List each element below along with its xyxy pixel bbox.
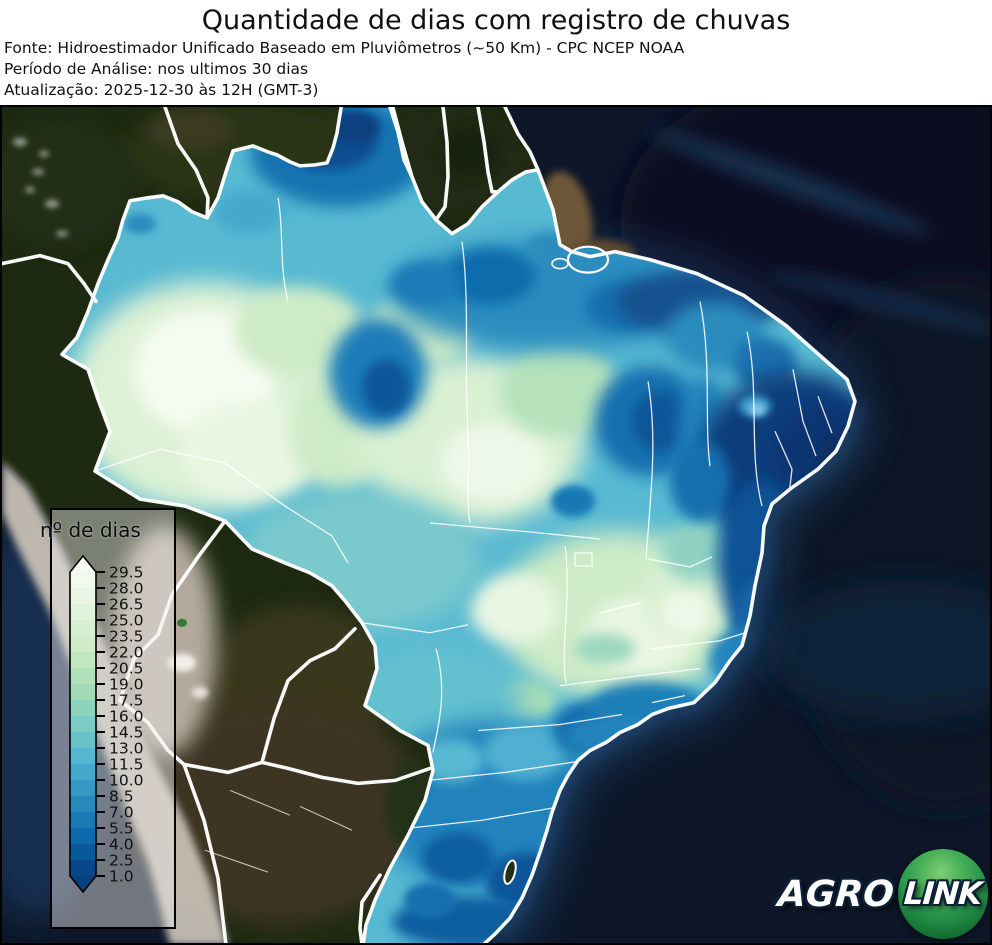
colorbar-tick-label: 23.5 [109, 628, 144, 646]
colorbar-band [70, 572, 96, 588]
colorbar-band [70, 668, 96, 684]
colorbar-tick-label: 19.0 [109, 676, 144, 694]
colorbar-tick-label: 14.5 [109, 724, 144, 742]
colorbar-tick-label: 5.5 [109, 820, 134, 838]
colorbar-tick-label: 7.0 [109, 804, 134, 822]
colorbar-tick-label: 17.5 [109, 692, 144, 710]
colorbar-tick-label: 28.0 [109, 580, 144, 598]
colorbar-band [70, 780, 96, 796]
colorbar-tick-label: 11.5 [109, 756, 144, 774]
colorbar-band [70, 604, 96, 620]
map-canvas [2, 107, 990, 943]
source-line: Fonte: Hidroestimador Unificado Baseado … [4, 39, 685, 57]
colorbar-tick-label: 16.0 [109, 708, 144, 726]
map-frame [0, 105, 992, 945]
legend-box: nº de dias 29.5 28.0 26.5 25.0 23.5 22.0 20.5 1… [40, 508, 176, 929]
state-borders [94, 197, 843, 829]
colorbar-band [70, 764, 96, 780]
colorbar-tick-label: 13.0 [109, 740, 144, 758]
colorbar-tick-label: 26.5 [109, 596, 144, 614]
colorbar-band [70, 796, 96, 812]
agrolink-logo: AGRO LINK [776, 849, 988, 939]
colorbar-over-arrow [70, 556, 96, 572]
colorbar-tick-label: 4.0 [109, 836, 134, 854]
colorbar-band [70, 828, 96, 844]
colorbar-tick-label: 29.5 [109, 564, 144, 582]
df-square [574, 552, 593, 567]
colorbar-tick-label: 1.0 [109, 868, 134, 886]
colorbar-band [70, 588, 96, 604]
andes-range [2, 461, 228, 943]
updated-line: Atualização: 2025-12-30 às 12H (GMT-3) [4, 81, 319, 99]
colorbar-band [70, 812, 96, 828]
logo-word-agro: AGRO [776, 873, 896, 915]
header: Quantidade de dias com registro de chuva… [0, 0, 992, 99]
colorbar-tick-label: 25.0 [109, 612, 144, 630]
colorbar-band [70, 748, 96, 764]
clouds [13, 137, 68, 237]
colorbar-band [70, 716, 96, 732]
colorbar-band [70, 620, 96, 636]
colorbar-tick-label: 20.5 [109, 660, 144, 678]
foreign-admin-borders [204, 789, 353, 873]
colorbar-band [70, 684, 96, 700]
colorbar-band [70, 700, 96, 716]
period-line: Período de Análise: nos ultimos 30 dias [4, 60, 309, 78]
legend-colorbar: 29.528.026.525.023.522.020.519.017.516.0… [69, 554, 144, 894]
colorbar-holder: 29.5 28.0 26.5 25.0 23.5 22.0 20.5 19.0 17.5 16.0… [60, 554, 174, 900]
colorbar-tick-label: 22.0 [109, 644, 144, 662]
logo-green-ball-icon: LINK [898, 849, 988, 939]
colorbar-band [70, 732, 96, 748]
colorbar-under-arrow [70, 876, 96, 892]
page-title: Quantidade de dias com registro de chuva… [201, 5, 791, 36]
colorbar-band [70, 636, 96, 652]
colorbar-band [70, 860, 96, 876]
legend-title: nº de dias [40, 518, 141, 542]
colorbar-band [70, 652, 96, 668]
colorbar-band [70, 844, 96, 860]
colorbar-tick-label: 8.5 [109, 788, 134, 806]
logo-word-link: LINK [903, 876, 983, 912]
colorbar-tick-label: 2.5 [109, 852, 134, 870]
country-borders [2, 107, 857, 943]
colorbar-tick-label: 10.0 [109, 772, 144, 790]
